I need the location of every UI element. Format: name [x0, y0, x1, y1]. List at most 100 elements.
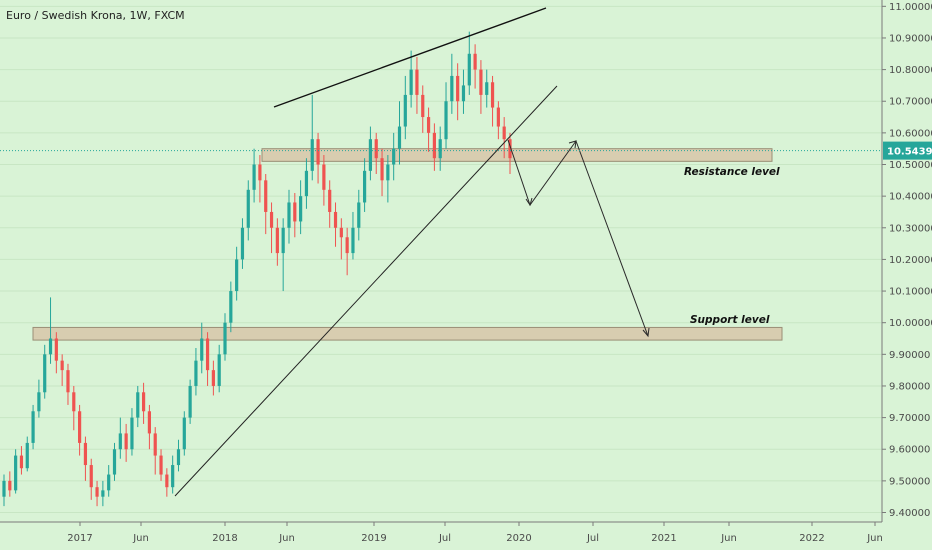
- candle-body: [485, 82, 489, 95]
- candle-body: [200, 338, 204, 361]
- candle-body: [287, 202, 291, 228]
- candle-body: [479, 69, 483, 95]
- candle-body: [72, 392, 76, 412]
- candle-body: [240, 227, 245, 260]
- y-tick-label: 10.90000: [889, 33, 932, 44]
- candle-body: [112, 449, 117, 475]
- candle-body: [502, 126, 506, 140]
- resistance-zone: [261, 148, 773, 162]
- candle-body: [229, 291, 233, 323]
- candle-body: [450, 75, 454, 102]
- y-tick-label: 9.40000: [889, 508, 930, 519]
- candle-body: [415, 69, 419, 95]
- candle-body: [339, 227, 343, 238]
- candle-body: [66, 370, 70, 393]
- candle-body: [293, 202, 297, 222]
- candle-body: [165, 474, 169, 488]
- candle-body: [83, 442, 88, 466]
- candle-body: [444, 101, 448, 140]
- candle-body: [8, 480, 12, 491]
- candle-body: [316, 139, 320, 165]
- y-tick-label: 10.60000: [889, 128, 932, 139]
- candle-body: [397, 126, 402, 149]
- candle-body: [461, 85, 466, 102]
- candle-body: [89, 465, 93, 488]
- candle-body: [223, 322, 227, 355]
- y-tick-label: 10.20000: [889, 255, 932, 266]
- candle-body: [78, 411, 82, 443]
- y-tick-label: 10.10000: [889, 287, 932, 298]
- rising-trendline: [174, 85, 558, 497]
- candle-body: [258, 164, 262, 181]
- candle-body: [421, 94, 425, 118]
- candle-body: [281, 227, 285, 254]
- candle-body: [275, 227, 279, 254]
- x-tick-label: 2022: [799, 533, 824, 544]
- candle-body: [374, 139, 378, 159]
- x-tick-label: Jun: [720, 533, 737, 544]
- support-label: Support level: [690, 314, 770, 326]
- candle-body: [380, 158, 384, 181]
- candle-body: [176, 449, 181, 466]
- x-tick-label: 2020: [506, 533, 531, 544]
- candle-body: [264, 180, 268, 212]
- candle-body: [171, 465, 175, 488]
- candle-body: [54, 338, 58, 361]
- x-tick-label: 2018: [212, 533, 237, 544]
- y-tick-label: 9.90000: [889, 350, 930, 361]
- candle-body: [333, 211, 338, 228]
- candle-body: [496, 107, 500, 127]
- candle-body: [508, 139, 512, 159]
- candle-body: [252, 164, 256, 190]
- chart-title: Euro / Swedish Krona, 1W, FXCM: [6, 9, 185, 22]
- y-tick-label: 10.00000: [889, 318, 932, 329]
- candle-body: [456, 75, 460, 102]
- current-price: 10.54396: [0, 141, 932, 160]
- time-axis[interactable]: 2017 Jun 2018 Jun 2019 Jul 2020 Jul 2021 Jun 2022 J…: [67, 522, 883, 544]
- candle-body: [328, 189, 332, 212]
- price-axis[interactable]: 9.40000 9.50000 9.60000 9.70000 9.80000 9.900…: [882, 2, 932, 519]
- candle-body: [357, 202, 361, 228]
- y-tick-label: 10.40000: [889, 192, 932, 203]
- candle-body: [310, 139, 314, 171]
- arrowhead: [642, 327, 650, 338]
- candle-body: [14, 455, 18, 491]
- candle-body: [153, 433, 157, 456]
- x-tick-label: Jul: [586, 533, 599, 544]
- candle-body: [217, 354, 221, 386]
- candle-body: [467, 53, 471, 86]
- candle-body: [95, 487, 99, 497]
- candle-body: [304, 170, 309, 197]
- candle-body: [438, 139, 442, 159]
- candle-body: [426, 117, 431, 133]
- x-tick-label: Jul: [438, 533, 451, 544]
- candle-body: [107, 474, 111, 491]
- candle-body: [141, 392, 146, 412]
- candle-body: [269, 211, 274, 228]
- candle-body: [43, 354, 47, 393]
- candle-body: [188, 385, 192, 418]
- candle-body: [432, 132, 436, 159]
- candle-body: [159, 455, 163, 475]
- candle-body: [101, 490, 105, 497]
- candle-body: [136, 392, 140, 418]
- current-price-badge: [883, 141, 932, 160]
- y-tick-label: 10.70000: [889, 97, 932, 108]
- candle-body: [37, 392, 41, 412]
- candle-body: [362, 170, 367, 203]
- candle-body: [60, 360, 64, 371]
- x-tick-label: Jun: [132, 533, 149, 544]
- candle-body: [386, 164, 390, 181]
- candle-body: [124, 433, 128, 450]
- current-price-label: 10.54396: [887, 147, 932, 158]
- y-tick-label: 10.50000: [889, 160, 932, 171]
- candle-body: [211, 370, 215, 386]
- support-zone: [32, 326, 783, 341]
- candle-body: [25, 442, 29, 469]
- x-tick-label: Jun: [866, 533, 883, 544]
- upper-trendline: [273, 7, 547, 108]
- candle-body: [19, 455, 24, 469]
